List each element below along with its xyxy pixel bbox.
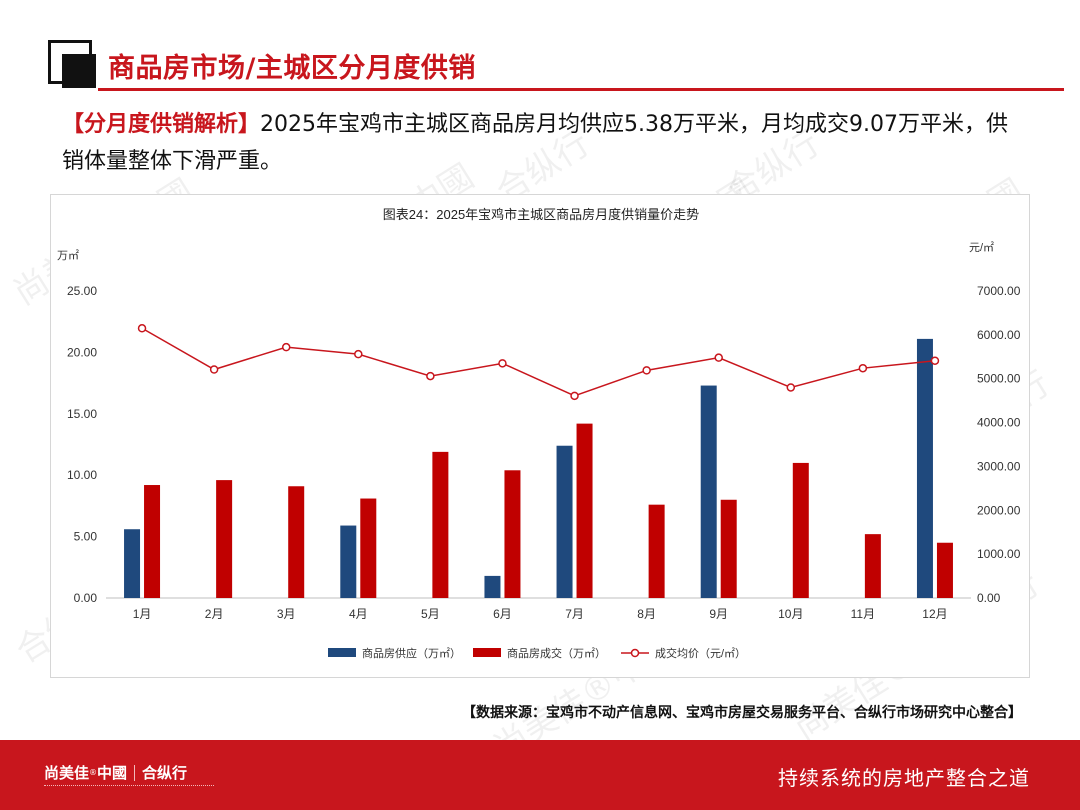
x-tick-label: 5月	[421, 607, 440, 621]
x-tick-label: 11月	[851, 607, 875, 621]
footer-brand-b: 合纵行	[142, 764, 188, 782]
legend-deal-label: 商品房成交（万㎡）	[507, 646, 606, 660]
deal-bar	[216, 480, 233, 598]
y-right-tick-label: 7000.00	[977, 284, 1021, 298]
x-tick-label: 7月	[565, 607, 584, 621]
legend-supply-label: 商品房供应（万㎡）	[362, 646, 461, 660]
footer-brand-reg: ®	[89, 768, 98, 777]
data-source-note: 【数据来源：宝鸡市不动产信息网、宝鸡市房屋交易服务平台、合纵行市场研究中心整合】	[462, 705, 1022, 721]
y-left-tick-label: 15.00	[67, 407, 97, 421]
y-left-unit-label: 万㎡	[57, 249, 79, 262]
analysis-paragraph: 【分月度供销解析】2025年宝鸡市主城区商品房月均供应5.38万平米，月均成交9…	[62, 106, 1022, 180]
x-tick-label: 6月	[493, 607, 512, 621]
slide-title: 商品房市场/主城区分月度供销	[108, 53, 476, 84]
legend-supply-swatch	[328, 648, 356, 657]
supply-bar	[340, 525, 357, 598]
x-tick-label: 12月	[922, 607, 947, 621]
y-right-tick-label: 2000.00	[977, 503, 1021, 517]
y-left-tick-label: 5.00	[74, 530, 98, 544]
y-right-tick-label: 0.00	[977, 591, 1001, 605]
x-tick-label: 1月	[133, 607, 152, 621]
x-tick-label: 9月	[709, 607, 728, 621]
y-right-tick-label: 4000.00	[977, 416, 1021, 430]
deal-bar	[792, 462, 809, 598]
price-point	[714, 353, 723, 362]
deal-bar	[720, 499, 737, 598]
analysis-text: 2025年宝鸡市主城区商品房月均供应5.38万平米，月均成交9.07万平米，供销…	[62, 112, 1008, 174]
price-point	[786, 383, 796, 392]
x-tick-label: 2月	[205, 607, 224, 621]
price-point	[281, 342, 291, 352]
y-right-unit-label: 元/㎡	[969, 241, 994, 254]
y-left-tick-label: 25.00	[67, 284, 97, 298]
title-underline	[98, 88, 1064, 91]
y-right-tick-label: 3000.00	[977, 459, 1021, 473]
deal-bar	[432, 451, 449, 598]
price-point	[209, 365, 219, 374]
deal-bar	[360, 498, 377, 598]
footer-logo-separator	[134, 764, 136, 781]
legend-price-marker	[630, 648, 640, 658]
y-left-tick-label: 0.00	[74, 591, 98, 605]
footer-bar: 尚美佳 ® 中國 合纵行 持续系统的房地产整合之道	[0, 740, 1080, 810]
y-right-tick-label: 1000.00	[977, 547, 1021, 561]
footer-logo-tagline-line	[44, 785, 214, 787]
deal-bar	[936, 542, 953, 598]
x-tick-label: 8月	[637, 607, 656, 621]
slide-title-bar: 商品房市场/主城区分月度供销	[48, 40, 1064, 92]
price-line	[141, 327, 936, 397]
price-point	[354, 349, 363, 359]
price-point	[642, 366, 651, 375]
supply-bar	[556, 445, 573, 598]
footer-slogan: 持续系统的房地产整合之道	[778, 766, 1030, 790]
deal-bar	[504, 470, 521, 598]
deal-bar	[576, 423, 593, 598]
deal-bar	[288, 486, 305, 598]
y-right-tick-label: 5000.00	[977, 372, 1021, 386]
supply-bar	[916, 338, 933, 598]
analysis-tag: 【分月度供销解析】	[62, 112, 261, 137]
deal-bar	[648, 504, 665, 598]
supply-bar	[124, 529, 141, 598]
y-right-tick-label: 6000.00	[977, 328, 1021, 342]
legend-price-label: 成交均价（元/㎡）	[655, 646, 746, 660]
footer-logo: 尚美佳 ® 中國 合纵行	[44, 762, 187, 783]
price-point	[498, 359, 507, 368]
supply-bar	[700, 385, 717, 598]
price-point	[930, 356, 940, 365]
deal-bar	[144, 485, 161, 598]
y-left-tick-label: 10.00	[67, 468, 97, 482]
x-tick-label: 10月	[778, 607, 803, 621]
x-tick-label: 3月	[277, 607, 296, 621]
legend-deal-swatch	[473, 648, 501, 657]
price-point	[426, 371, 435, 381]
footer-brand-a: 尚美佳	[44, 764, 90, 782]
price-point	[858, 363, 868, 373]
price-point	[137, 324, 147, 333]
deal-bar	[864, 534, 881, 598]
chart-title: 图表24：2025年宝鸡市主城区商品房月度供销量价走势	[383, 207, 699, 222]
chart-frame: 图表24：2025年宝鸡市主城区商品房月度供销量价走势万㎡ 元/㎡ 0.00 5.00…	[50, 194, 1030, 678]
y-left-tick-label: 20.00	[67, 345, 97, 359]
supply-bar	[484, 575, 501, 598]
footer-brand-a2: 中國	[97, 764, 128, 782]
price-point	[570, 391, 579, 401]
title-square-fill-icon	[62, 54, 96, 88]
x-tick-label: 4月	[349, 607, 368, 621]
